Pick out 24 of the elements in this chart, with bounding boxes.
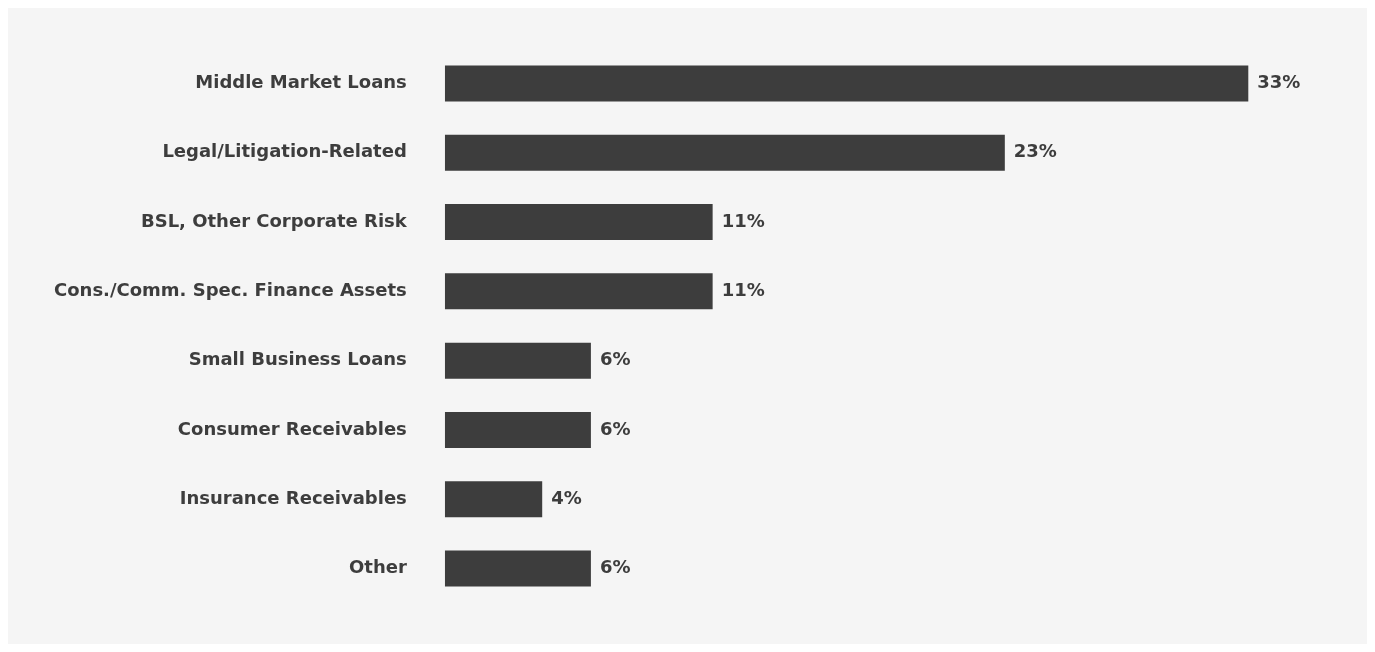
y-tick-label: Legal/Litigation-Related	[162, 140, 407, 162]
y-tick-label: Consumer Receivables	[177, 417, 407, 439]
y-tick-label: Insurance Receivables	[179, 486, 407, 508]
bar	[444, 273, 713, 310]
data-label: 6%	[599, 556, 631, 578]
data-label: 33%	[1257, 71, 1301, 93]
y-tick-label: Middle Market Loans	[195, 71, 407, 93]
data-label: 23%	[1013, 140, 1057, 162]
y-tick-label: Other	[349, 556, 407, 578]
data-label: 4%	[551, 486, 582, 508]
bar	[444, 550, 591, 587]
bar	[444, 342, 591, 379]
bar	[444, 411, 591, 448]
y-tick-label: Small Business Loans	[188, 348, 407, 370]
data-label: 11%	[721, 209, 765, 231]
y-tick-label: Cons./Comm. Spec. Finance Assets	[54, 279, 407, 301]
data-label: 6%	[599, 348, 631, 370]
bar	[444, 204, 713, 241]
data-label: 11%	[721, 279, 765, 301]
y-tick-label: BSL, Other Corporate Risk	[140, 209, 408, 231]
bar	[444, 134, 1005, 171]
data-label: 6%	[599, 417, 631, 439]
bar	[444, 481, 543, 518]
bar	[444, 65, 1249, 102]
